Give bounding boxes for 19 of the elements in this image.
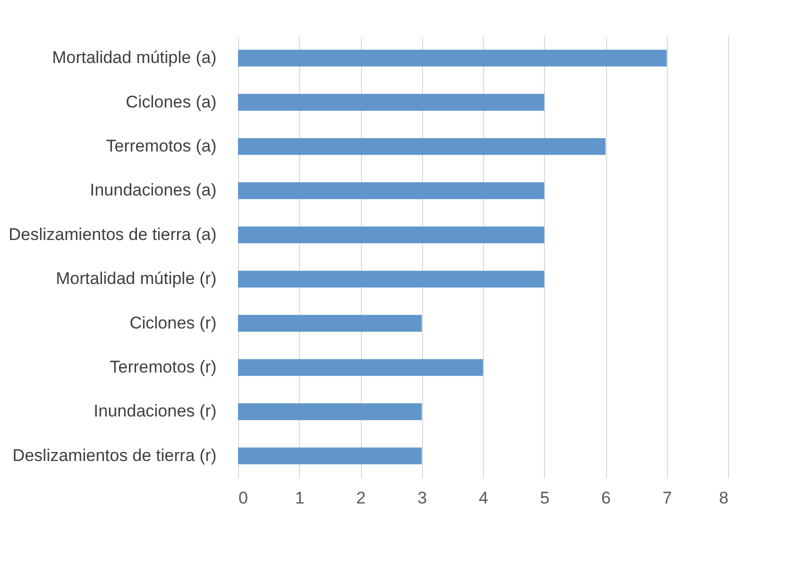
y-tick-label: Deslizamientos de tierra (r) (12, 446, 216, 465)
y-tick-label: Mortalidad mútiple (r) (56, 269, 216, 288)
x-tick-label: 0 (238, 488, 248, 508)
x-tick-label: 2 (356, 488, 366, 508)
y-tick-label: Deslizamientos de tierra (a) (8, 224, 216, 244)
y-tick-label: Terremotos (r) (110, 358, 216, 376)
x-tick-label: 1 (295, 488, 304, 508)
x-tick-label: 5 (540, 488, 550, 508)
y-tick-label: Ciclones (r) (130, 313, 216, 332)
y-tick-label: Inundaciones (r) (94, 402, 216, 421)
x-tick-label: 8 (719, 488, 728, 508)
y-tick-label: Inundaciones (a) (90, 180, 216, 200)
x-tick-label: 3 (418, 488, 427, 508)
x-tick-label: 4 (478, 488, 488, 508)
x-tick-label: 7 (662, 488, 672, 508)
x-tick-label: 6 (601, 488, 611, 508)
y-tick-label: Mortalidad mútiple (a) (52, 48, 216, 68)
y-tick-label: Terremotos (a) (106, 136, 216, 156)
y-tick-label: Ciclones (a) (126, 92, 216, 112)
